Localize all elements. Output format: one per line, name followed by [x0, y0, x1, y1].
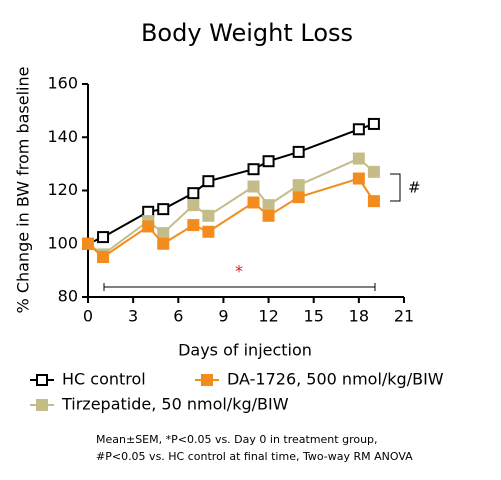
y-tick-label: 120	[47, 180, 78, 199]
significance-hash: #	[408, 179, 421, 197]
data-point	[247, 163, 260, 176]
data-point	[157, 227, 170, 240]
data-point	[292, 179, 305, 192]
x-tick-label: 0	[83, 307, 93, 326]
series-line	[87, 122, 375, 245]
data-point	[352, 152, 365, 165]
legend-label: Tirzepatide, 50 nmol/kg/BIW	[61, 395, 289, 414]
data-point	[352, 123, 365, 136]
data-point	[352, 172, 365, 185]
data-point	[157, 237, 170, 250]
hash-bracket	[390, 173, 401, 202]
legend-label: HC control	[62, 370, 146, 389]
data-point	[367, 195, 380, 208]
x-tick-label: 21	[394, 307, 414, 326]
x-tick-label: 3	[128, 307, 138, 326]
y-tick-label: 80	[58, 287, 78, 306]
data-point	[202, 225, 215, 238]
footnote: Mean±SEM, *P<0.05 vs. Day 0 in treatment…	[96, 433, 378, 446]
data-point	[292, 145, 305, 158]
footnote: #P<0.05 vs. HC control at final time, Tw…	[96, 450, 413, 463]
data-point	[202, 209, 215, 222]
data-point	[292, 191, 305, 204]
data-point	[367, 117, 380, 130]
data-point	[157, 203, 170, 216]
x-tick-label: 15	[304, 307, 324, 326]
data-point	[187, 187, 200, 200]
legend-marker	[36, 374, 48, 386]
series-line	[87, 177, 375, 259]
data-point	[202, 175, 215, 188]
data-point	[262, 155, 275, 168]
data-point	[187, 219, 200, 232]
data-point	[247, 196, 260, 209]
data-point	[187, 199, 200, 212]
x-tick-label: 18	[349, 307, 369, 326]
y-tick-label: 140	[47, 127, 78, 146]
data-point	[262, 199, 275, 212]
data-point	[97, 231, 110, 244]
y-axis-label: % Change in BW from baseline	[14, 67, 33, 314]
x-tick-label: 12	[258, 307, 278, 326]
x-axis-label: Days of injection	[178, 341, 312, 360]
data-point	[82, 237, 94, 250]
legend-marker	[36, 399, 48, 411]
data-point	[142, 220, 155, 233]
x-tick-label: 9	[218, 307, 228, 326]
legend-label: DA-1726, 500 nmol/kg/BIW	[227, 370, 444, 389]
data-point	[367, 165, 380, 178]
y-tick-label: 100	[47, 233, 78, 252]
significance-star: *	[235, 262, 243, 281]
data-point	[247, 180, 260, 193]
data-point	[97, 251, 110, 264]
y-tick-label: 160	[47, 74, 78, 93]
series-line	[87, 157, 375, 256]
x-tick-label: 6	[173, 307, 183, 326]
data-point	[262, 209, 275, 222]
legend-marker	[201, 374, 213, 386]
chart-title: Body Weight Loss	[141, 19, 353, 47]
